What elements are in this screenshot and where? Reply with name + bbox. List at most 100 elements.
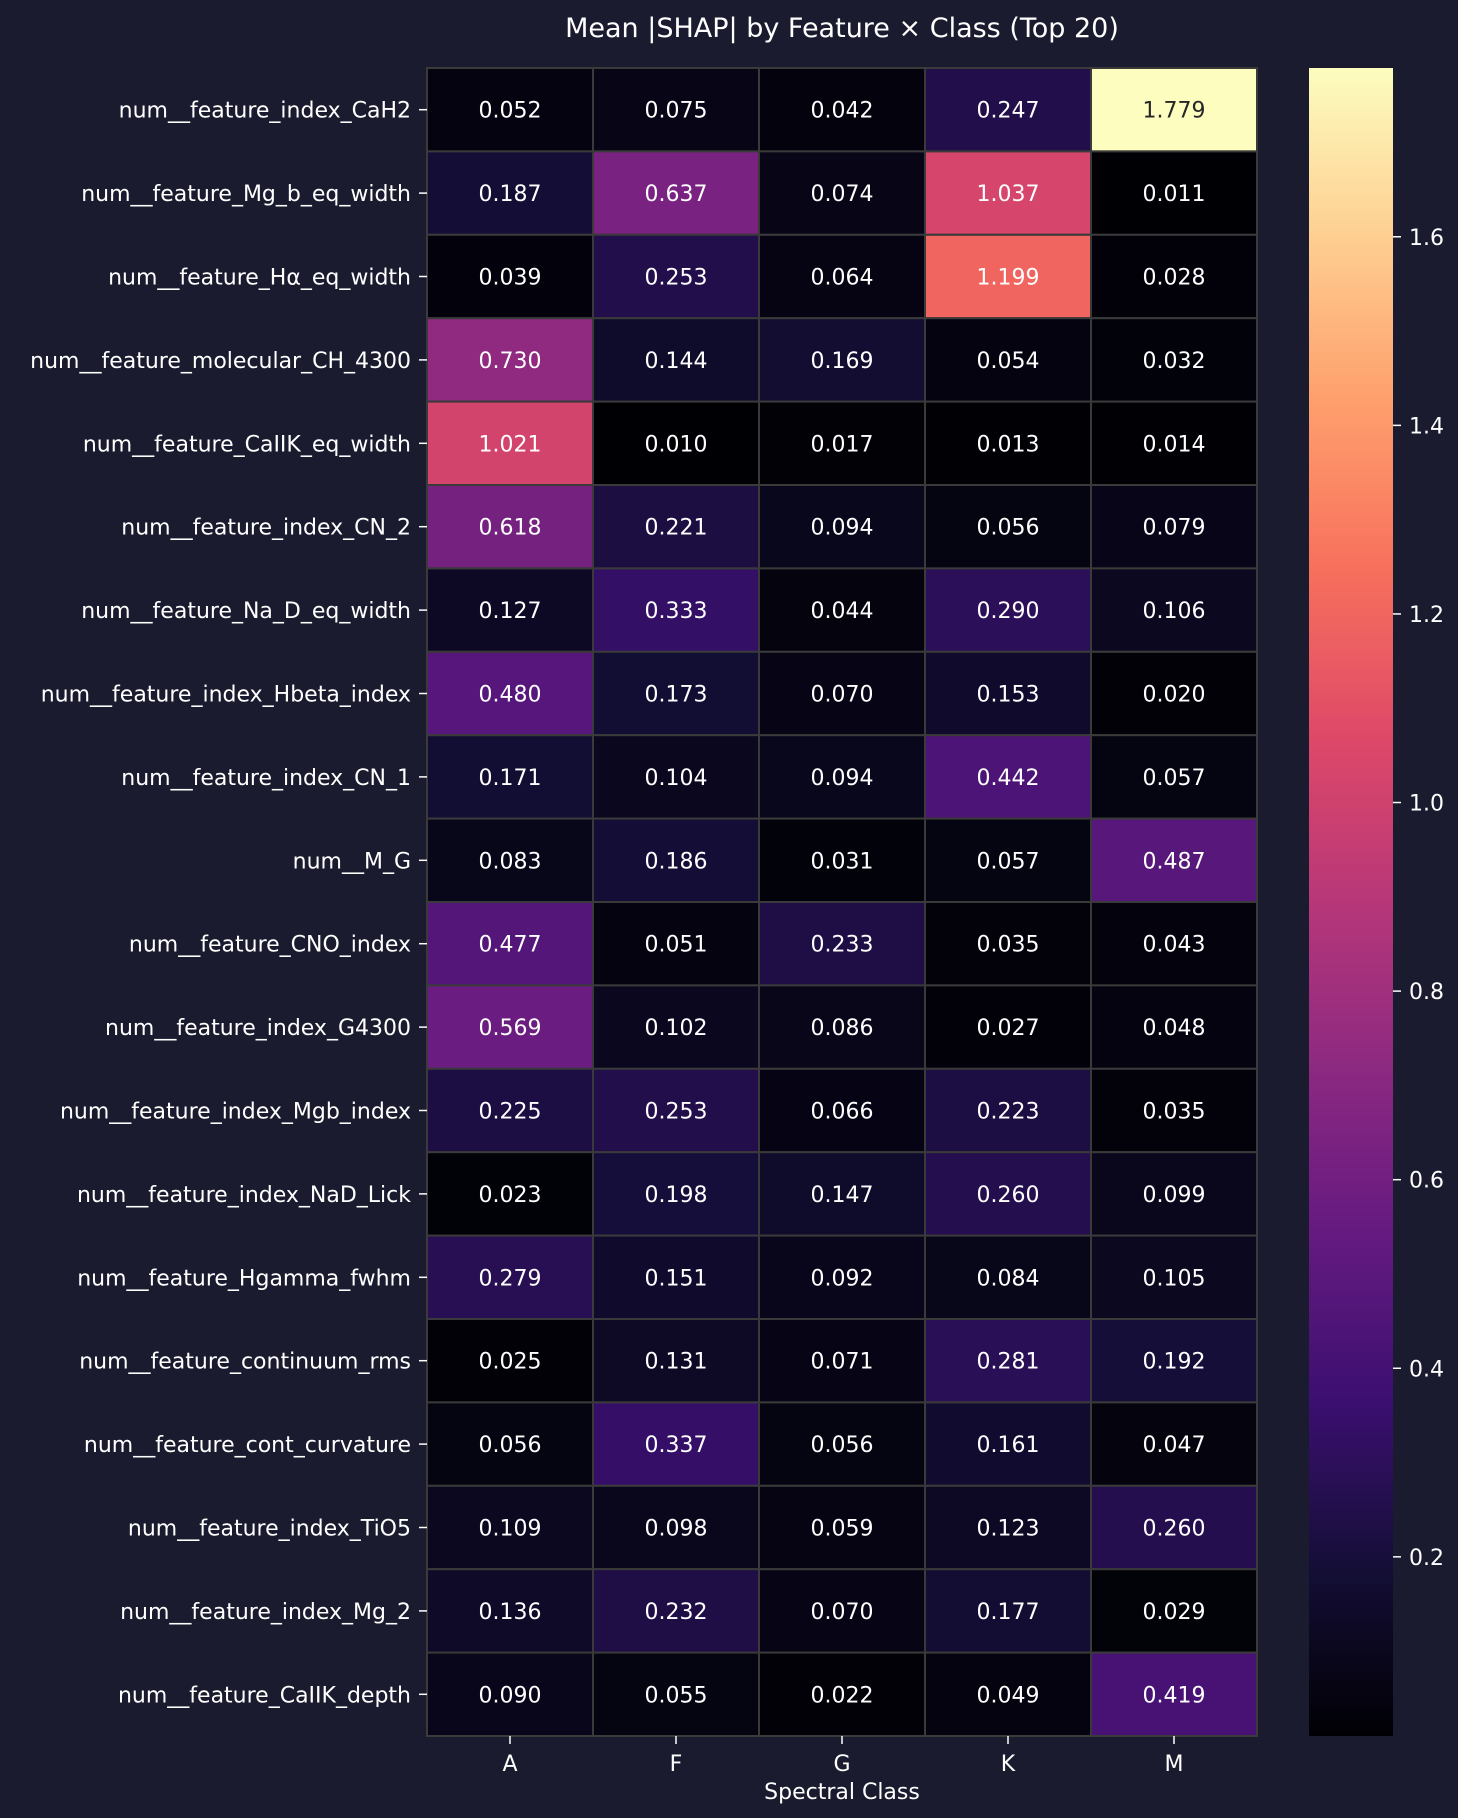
heatmap-cell	[592, 817, 760, 903]
heatmap-cell	[758, 734, 926, 820]
cell-value-label: 0.144	[645, 349, 708, 374]
cell-value-label: 0.084	[977, 1266, 1040, 1291]
row-label: num__feature_index_Hbeta_index	[41, 683, 411, 708]
cell-value-label: 0.049	[977, 1683, 1040, 1708]
row-label: num__feature_continuum_rms	[79, 1350, 411, 1375]
heatmap-cell	[426, 1318, 594, 1404]
heatmap-cell	[426, 817, 594, 903]
row-label: num__feature_Hgamma_fwhm	[77, 1266, 411, 1291]
cell-value-label: 0.083	[479, 849, 542, 874]
cell-value-label: 0.127	[479, 599, 542, 624]
heatmap-cell	[592, 1651, 760, 1737]
heatmap-cell	[592, 1318, 760, 1404]
cell-value-label: 0.419	[1143, 1683, 1206, 1708]
heatmap-cell	[924, 484, 1092, 570]
cell-value-label: 0.071	[811, 1350, 874, 1375]
cell-value-label: 0.618	[479, 516, 542, 541]
cell-value-label: 0.059	[811, 1517, 874, 1542]
cell-value-label: 0.020	[1143, 683, 1206, 708]
heatmap-cell	[1090, 1234, 1258, 1320]
colorbar-tick-label: 1.2	[1409, 603, 1444, 628]
cell-value-label: 0.025	[479, 1350, 542, 1375]
cell-value-label: 0.010	[645, 432, 708, 457]
heatmap-cell	[924, 817, 1092, 903]
heatmap-cell	[758, 901, 926, 987]
cell-value-label: 0.123	[977, 1517, 1040, 1542]
heatmap-cell	[592, 650, 760, 737]
cell-value-label: 0.014	[1143, 432, 1206, 457]
cell-value-label: 0.057	[1143, 766, 1206, 791]
cell-value-label: 0.281	[977, 1350, 1040, 1375]
heatmap-cell	[426, 1151, 594, 1237]
heatmap-cell	[426, 400, 594, 487]
cell-value-label: 0.052	[479, 99, 542, 124]
cell-value-label: 0.043	[1143, 933, 1206, 958]
cell-value-label: 0.337	[645, 1433, 708, 1458]
heatmap-cell	[924, 1318, 1092, 1404]
cell-value-label: 0.035	[1143, 1100, 1206, 1125]
cell-value-label: 0.048	[1143, 1016, 1206, 1041]
cell-value-label: 0.094	[811, 766, 874, 791]
cell-value-label: 0.480	[479, 683, 542, 708]
cell-value-label: 0.094	[811, 516, 874, 541]
cell-value-label: 0.730	[479, 349, 542, 374]
row-label: num__feature_Hα_eq_width	[108, 266, 411, 291]
heatmap-cell	[426, 901, 594, 987]
x-axis-label: Spectral Class	[764, 1780, 920, 1805]
cell-value-label: 0.070	[811, 683, 874, 708]
cell-value-label: 0.028	[1143, 266, 1206, 291]
column-label: A	[502, 1752, 517, 1777]
column-label: G	[833, 1752, 850, 1777]
heatmap-cell	[758, 1318, 926, 1404]
cell-value-label: 0.075	[645, 99, 708, 124]
cell-value-label: 0.442	[977, 766, 1040, 791]
heatmap-cell	[592, 1484, 760, 1571]
heatmap-cell	[758, 67, 926, 153]
heatmap-cell	[758, 1234, 926, 1320]
row-label: num__feature_index_G4300	[105, 1016, 411, 1041]
cell-value-label: 0.056	[811, 1433, 874, 1458]
cell-value-label: 0.477	[479, 933, 542, 958]
heatmap-cell	[592, 317, 760, 403]
row-label: num__M_G	[293, 849, 411, 874]
heatmap-cell	[1090, 901, 1258, 987]
heatmap-cell	[1090, 1318, 1258, 1404]
cell-value-label: 0.032	[1143, 349, 1206, 374]
heatmap-cell	[758, 1651, 926, 1737]
row-label: num__feature_index_NaD_Lick	[77, 1183, 411, 1208]
heatmap-cell	[924, 1067, 1092, 1154]
cell-value-label: 0.074	[811, 182, 874, 207]
heatmap-cell	[758, 317, 926, 403]
colorbar: 0.2 0.4 0.6 0.8 1.0 1.2 1.4 1.6	[1309, 68, 1444, 1736]
colorbar-tick-label: 1.0	[1409, 792, 1444, 817]
cell-value-label: 0.161	[977, 1433, 1040, 1458]
row-label: num__feature_Mg_b_eq_width	[81, 182, 411, 207]
heatmap-cell	[1090, 150, 1258, 236]
colorbar-tick-label: 1.6	[1409, 226, 1444, 251]
heatmap-cell	[1090, 1484, 1258, 1571]
cell-value-label: 0.105	[1143, 1266, 1206, 1291]
column-label: K	[1001, 1752, 1016, 1777]
cell-value-label: 0.131	[645, 1350, 708, 1375]
column-label: F	[670, 1752, 683, 1777]
heatmap-cell	[924, 901, 1092, 987]
cell-value-label: 0.056	[977, 516, 1040, 541]
row-label: num__feature_Na_D_eq_width	[81, 599, 411, 624]
cell-value-label: 0.104	[645, 766, 708, 791]
cell-value-label: 0.192	[1143, 1350, 1206, 1375]
cell-value-label: 0.187	[479, 182, 542, 207]
heatmap-cell	[758, 150, 926, 236]
cell-value-label: 0.029	[1143, 1600, 1206, 1625]
cell-value-label: 1.199	[977, 266, 1040, 291]
cell-value-label: 0.042	[811, 99, 874, 124]
cell-value-label: 0.186	[645, 849, 708, 874]
cell-value-label: 0.057	[977, 849, 1040, 874]
chart-title: Mean |SHAP| by Feature × Class (Top 20)	[565, 13, 1119, 44]
cell-value-label: 0.198	[645, 1183, 708, 1208]
cell-value-label: 0.106	[1143, 599, 1206, 624]
cell-value-label: 0.109	[479, 1517, 542, 1542]
heatmap-cell	[592, 484, 760, 570]
heatmap-cell	[924, 984, 1092, 1070]
heatmap-cell	[924, 1568, 1092, 1654]
